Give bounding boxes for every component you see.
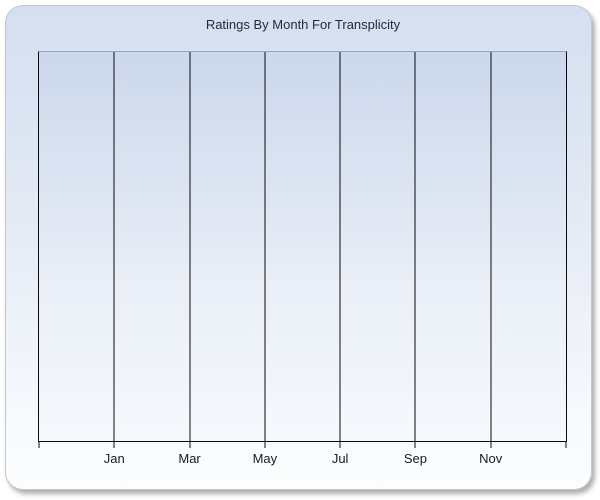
x-axis-tick xyxy=(264,441,266,448)
x-gridline xyxy=(264,52,266,441)
x-tick-label: Nov xyxy=(479,451,503,466)
x-axis-tick xyxy=(339,441,341,448)
x-axis-tick xyxy=(38,441,40,448)
plot-area: Jan Mar May Jul Sep Nov xyxy=(38,51,567,466)
x-tick-label: Sep xyxy=(403,451,427,466)
x-tick-label: Mar xyxy=(178,451,201,466)
x-gridline xyxy=(339,52,341,441)
x-axis-tick xyxy=(189,441,191,448)
x-axis-tick xyxy=(414,441,416,448)
x-gridline xyxy=(490,52,492,441)
x-axis-tick xyxy=(113,441,115,448)
x-axis-tick xyxy=(565,441,567,448)
x-axis-tick xyxy=(490,441,492,448)
x-tick-label: Jul xyxy=(331,451,349,466)
x-tick-label: Jan xyxy=(103,451,125,466)
chart-panel: Ratings By Month For Transplicity Jan Mar… xyxy=(5,5,592,490)
chart-title: Ratings By Month For Transplicity xyxy=(205,17,401,32)
x-gridline xyxy=(189,52,191,441)
x-tick-label: May xyxy=(252,451,278,466)
x-gridline xyxy=(113,52,115,441)
x-gridline xyxy=(414,52,416,441)
